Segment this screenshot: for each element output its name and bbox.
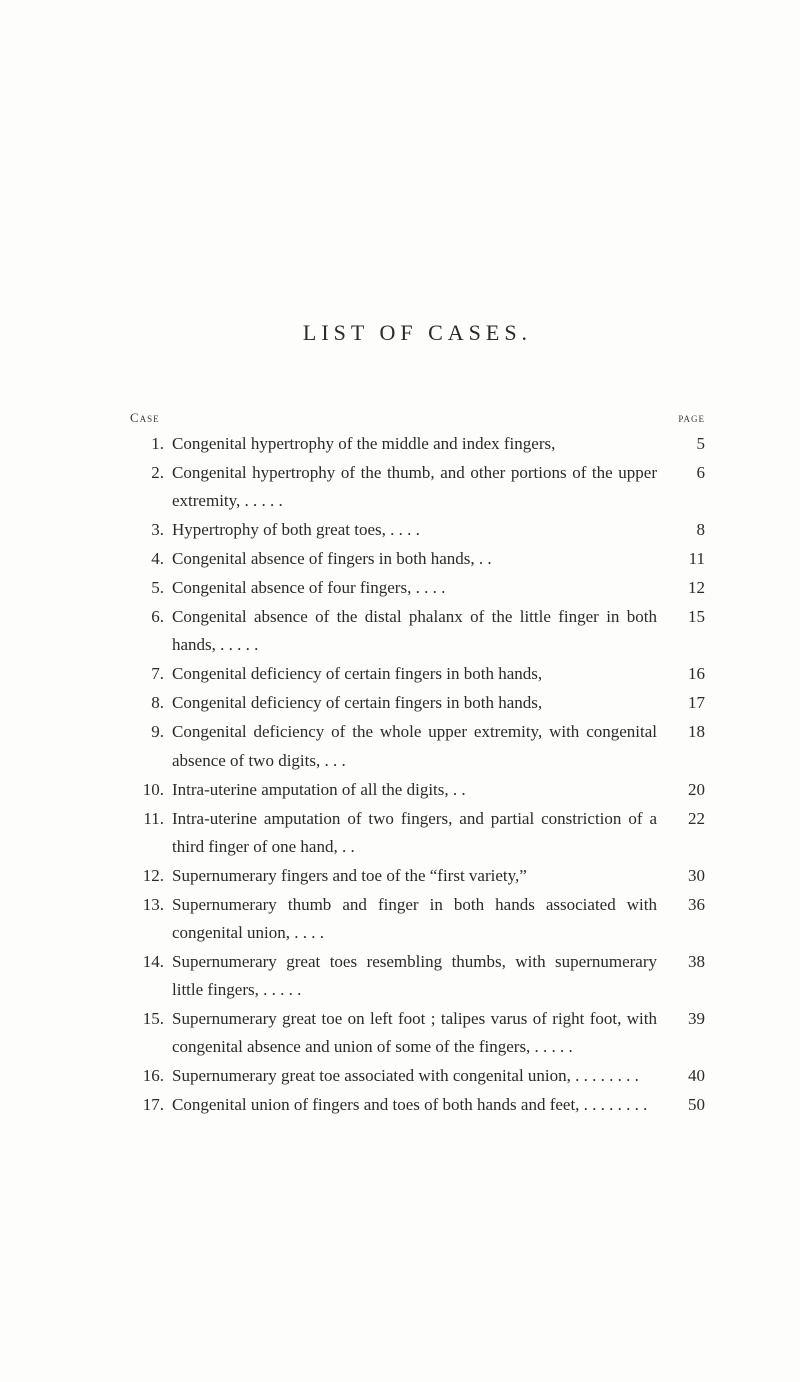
case-page: 17	[669, 689, 705, 717]
case-page: 12	[669, 574, 705, 602]
case-number: 7.	[130, 660, 172, 688]
case-description: Congenital absence of the distal phalanx…	[172, 603, 669, 659]
case-entry: 14.Supernumerary great toes resembling t…	[130, 948, 705, 1004]
case-entry: 11.Intra-uterine amputation of two finge…	[130, 805, 705, 861]
case-page: 20	[669, 776, 705, 804]
case-number: 12.	[130, 862, 172, 890]
case-description: Congenital union of fingers and toes of …	[172, 1091, 669, 1119]
case-entry: 7.Congenital deficiency of certain finge…	[130, 660, 705, 688]
case-number: 6.	[130, 603, 172, 631]
case-number: 9.	[130, 718, 172, 746]
case-page: 39	[669, 1005, 705, 1033]
case-number: 2.	[130, 459, 172, 487]
case-number: 15.	[130, 1005, 172, 1033]
case-page: 30	[669, 862, 705, 890]
list-title: LIST OF CASES.	[130, 320, 705, 346]
case-number: 5.	[130, 574, 172, 602]
case-description: Intra-uterine amputation of all the digi…	[172, 776, 669, 804]
case-entry: 13.Supernumerary thumb and finger in bot…	[130, 891, 705, 947]
case-entry: 15.Supernumerary great toe on left foot …	[130, 1005, 705, 1061]
case-page: 50	[669, 1091, 705, 1119]
case-number: 8.	[130, 689, 172, 717]
entries-list: 1.Congenital hypertrophy of the middle a…	[130, 430, 705, 1119]
case-page: 36	[669, 891, 705, 919]
case-number: 4.	[130, 545, 172, 573]
case-entry: 4.Congenital absence of fingers in both …	[130, 545, 705, 573]
case-number: 13.	[130, 891, 172, 919]
case-entry: 12.Supernumerary fingers and toe of the …	[130, 862, 705, 890]
case-number: 17.	[130, 1091, 172, 1119]
case-number: 11.	[130, 805, 172, 833]
case-description: Intra-uterine amputation of two fingers,…	[172, 805, 669, 861]
case-description: Supernumerary fingers and toe of the “fi…	[172, 862, 669, 890]
case-page: 5	[669, 430, 705, 458]
case-description: Hypertrophy of both great toes, . . . .	[172, 516, 669, 544]
case-page: 15	[669, 603, 705, 631]
header-page: page	[678, 410, 705, 426]
case-entry: 3.Hypertrophy of both great toes, . . . …	[130, 516, 705, 544]
case-page: 18	[669, 718, 705, 746]
case-entry: 9.Congenital deficiency of the whole upp…	[130, 718, 705, 774]
page: LIST OF CASES. Case page 1.Congenital hy…	[0, 0, 800, 1382]
case-description: Congenital deficiency of certain fingers…	[172, 689, 669, 717]
case-number: 14.	[130, 948, 172, 976]
case-entry: 17.Congenital union of fingers and toes …	[130, 1091, 705, 1119]
case-number: 3.	[130, 516, 172, 544]
case-description: Supernumerary thumb and finger in both h…	[172, 891, 669, 947]
case-page: 8	[669, 516, 705, 544]
case-description: Congenital deficiency of the whole upper…	[172, 718, 669, 774]
case-number: 10.	[130, 776, 172, 804]
case-number: 1.	[130, 430, 172, 458]
case-entry: 16.Supernumerary great toe associated wi…	[130, 1062, 705, 1090]
case-number: 16.	[130, 1062, 172, 1090]
case-description: Congenital absence of fingers in both ha…	[172, 545, 669, 573]
case-entry: 10.Intra-uterine amputation of all the d…	[130, 776, 705, 804]
case-page: 6	[669, 459, 705, 487]
case-entry: 5.Congenital absence of four fingers, . …	[130, 574, 705, 602]
header-case: Case	[130, 410, 160, 426]
case-description: Supernumerary great toe on left foot ; t…	[172, 1005, 669, 1061]
case-page: 11	[669, 545, 705, 573]
case-description: Congenital absence of four fingers, . . …	[172, 574, 669, 602]
case-page: 40	[669, 1062, 705, 1090]
case-entry: 6.Congenital absence of the distal phala…	[130, 603, 705, 659]
case-description: Congenital hypertrophy of the middle and…	[172, 430, 669, 458]
case-description: Congenital deficiency of certain fingers…	[172, 660, 669, 688]
case-description: Supernumerary great toe associated with …	[172, 1062, 669, 1090]
case-entry: 8.Congenital deficiency of certain finge…	[130, 689, 705, 717]
case-page: 38	[669, 948, 705, 976]
case-entry: 1.Congenital hypertrophy of the middle a…	[130, 430, 705, 458]
column-header-row: Case page	[130, 410, 705, 426]
case-page: 16	[669, 660, 705, 688]
case-description: Supernumerary great toes resembling thum…	[172, 948, 669, 1004]
case-page: 22	[669, 805, 705, 833]
case-entry: 2.Congenital hypertrophy of the thumb, a…	[130, 459, 705, 515]
case-description: Congenital hypertrophy of the thumb, and…	[172, 459, 669, 515]
